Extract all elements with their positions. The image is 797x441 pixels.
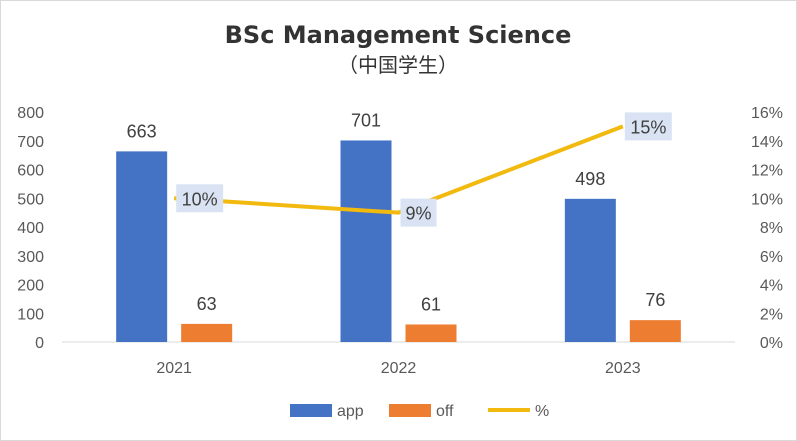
left-tick-label: 300 — [17, 249, 44, 266]
x-tick-label: 2022 — [381, 360, 417, 377]
bar-off-2021 — [181, 323, 233, 342]
legend-label: app — [337, 403, 364, 420]
right-axis: 0% 2% 4% 6% 8% 10% 12% 14% 16% — [751, 105, 783, 352]
left-tick-label: 600 — [17, 163, 44, 180]
bar-data-label: 498 — [575, 169, 605, 189]
legend: app off% — [290, 403, 549, 420]
bar-off-2023 — [629, 320, 681, 342]
legend-swatch-app — [290, 404, 332, 417]
percent-label-box — [624, 112, 672, 141]
bars: 663 701 498 63 61 76 — [116, 110, 681, 342]
bar-app-2023 — [564, 198, 616, 342]
x-tick-label: 2023 — [605, 360, 641, 377]
bar-app-2021 — [116, 151, 168, 342]
percent-data-label: 9% — [405, 204, 431, 224]
bar-data-label: 61 — [421, 294, 441, 314]
left-tick-label: 800 — [17, 105, 44, 122]
x-tick-label: 2021 — [156, 360, 192, 377]
bar-data-label: 701 — [351, 110, 381, 130]
right-tick-label: 4% — [760, 278, 783, 295]
right-tick-label: 0% — [760, 335, 783, 352]
legend-label: off — [436, 403, 454, 420]
percent-label-box — [176, 184, 224, 213]
percent-data-label: 10% — [182, 189, 218, 209]
left-tick-label: 500 — [17, 191, 44, 208]
right-tick-label: 2% — [760, 306, 783, 323]
bar-data-label: 663 — [127, 121, 157, 141]
bar-app-2022 — [340, 140, 392, 342]
chart-title: BSc Management Science — [225, 21, 572, 49]
right-tick-label: 8% — [760, 220, 783, 237]
right-tick-label: 12% — [751, 163, 783, 180]
right-tick-label: 10% — [751, 191, 783, 208]
percent-label-box — [400, 198, 437, 227]
left-tick-label: 100 — [17, 306, 44, 323]
bar-off-2022 — [405, 324, 457, 342]
legend-label: % — [535, 403, 549, 420]
legend-swatch-off — [389, 404, 431, 417]
percent-data-label: 15% — [630, 117, 666, 137]
right-tick-label: 16% — [751, 105, 783, 122]
percent-line — [174, 124, 624, 215]
chart-subtitle: （中国学生） — [338, 53, 458, 77]
left-tick-label: 700 — [17, 134, 44, 151]
percent-line-series: 10% 9% 15% — [174, 112, 672, 227]
right-tick-label: 14% — [751, 134, 783, 151]
left-tick-label: 0 — [35, 335, 44, 352]
bar-data-label: 63 — [197, 294, 217, 314]
left-axis: 0 100 200 300 400 500 600 700 800 — [17, 105, 44, 352]
x-axis: 2021 2022 2023 — [156, 360, 640, 377]
right-tick-label: 6% — [760, 249, 783, 266]
bar-data-label: 76 — [645, 290, 665, 310]
left-tick-label: 200 — [17, 278, 44, 295]
left-tick-label: 400 — [17, 220, 44, 237]
